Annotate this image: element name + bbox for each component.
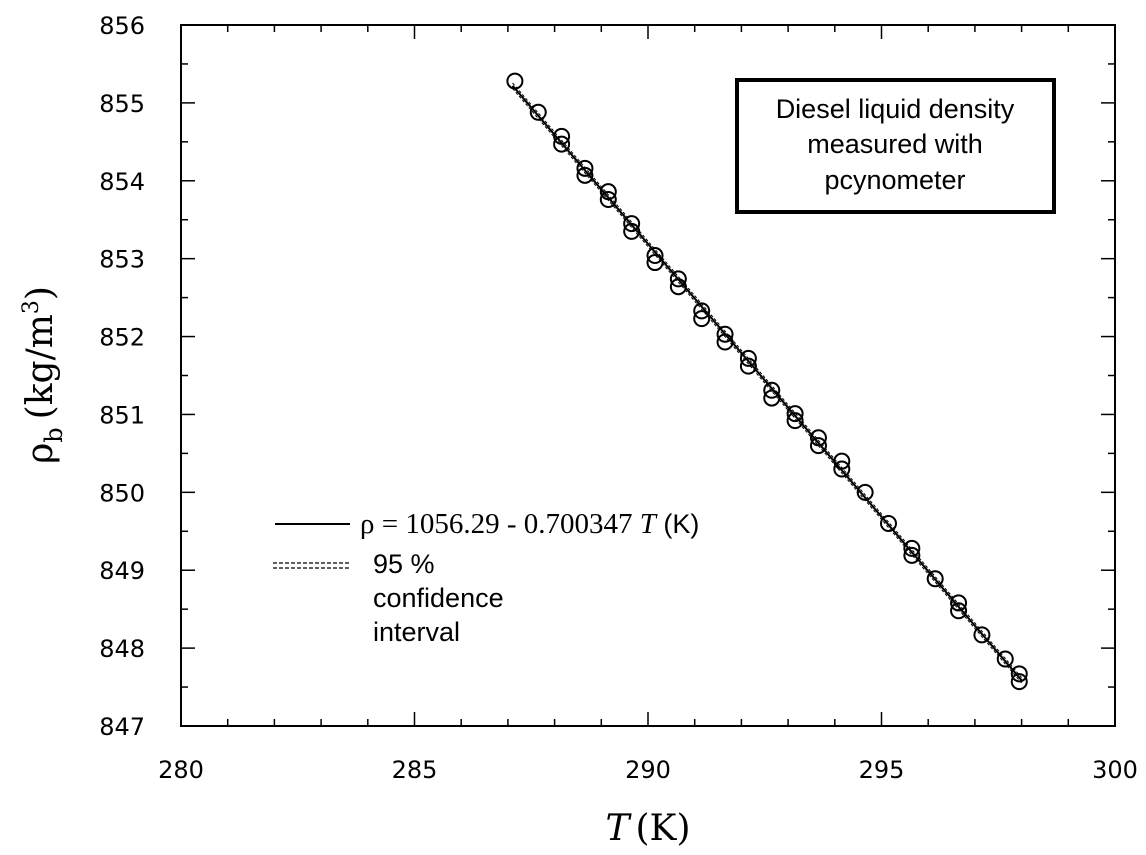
data-point (553, 127, 571, 145)
data-point (809, 437, 827, 455)
y-axis-title-sup: 3 (19, 300, 44, 314)
legend: ρ = 1056.29 - 0.700347 T (K) 95 % confid… (273, 508, 699, 647)
data-point (599, 190, 617, 208)
data-point (599, 183, 617, 201)
data-point (1010, 665, 1028, 683)
legend-fit-var: T (640, 508, 658, 540)
y-axis-title-unit: (kg/m (20, 314, 61, 419)
legend-fit-label: ρ = 1056.29 - 0.700347 T (K) (360, 508, 699, 540)
data-point (880, 514, 898, 532)
data-point (950, 602, 968, 620)
data-point (716, 333, 734, 351)
x-axis-title-unit: (K) (636, 808, 691, 849)
annotation-box: Diesel liquid density measured with pcyn… (735, 78, 1056, 214)
data-point (1010, 673, 1028, 691)
data-point (763, 381, 781, 399)
data-point (786, 405, 804, 423)
y-tick-label: 851 (99, 401, 145, 429)
y-axis-tick-labels: 847 848 849 850 851 852 853 854 855 856 (99, 12, 145, 741)
x-tick-label: 295 (859, 756, 905, 784)
y-tick-label: 854 (99, 168, 145, 196)
y-tick-label: 853 (99, 246, 145, 274)
annotation-line-3: pcynometer (824, 165, 965, 195)
data-point (553, 135, 571, 153)
y-tick-label: 852 (99, 324, 145, 352)
data-point (833, 460, 851, 478)
data-point (669, 278, 687, 296)
data-point (950, 594, 968, 612)
y-tick-label: 855 (99, 90, 145, 118)
y-axis-title: ρb (kg/m3) (19, 286, 68, 464)
x-axis-title: T (K) (606, 808, 691, 849)
confidence-interval-line (512, 82, 1022, 678)
annotation-line-1: Diesel liquid density (776, 94, 1015, 124)
data-point (786, 412, 804, 430)
x-tick-label: 285 (392, 756, 438, 784)
data-point (903, 546, 921, 564)
data-point (973, 626, 991, 644)
data-point (576, 166, 594, 184)
x-tick-label: 300 (1092, 756, 1138, 784)
legend-ci-line-1: 95 % (373, 549, 435, 579)
x-axis-ticks (180, 25, 1116, 726)
data-points (506, 72, 1028, 691)
y-tick-label: 850 (99, 479, 145, 507)
data-point (926, 570, 944, 588)
x-axis-tick-labels: 280 285 290 295 300 (158, 756, 1138, 784)
y-axis-title-sub: b (40, 427, 68, 442)
data-point (809, 429, 827, 447)
data-point (856, 483, 874, 501)
data-point (623, 222, 641, 240)
data-point (623, 215, 641, 233)
data-point (693, 310, 711, 328)
data-point (646, 254, 664, 272)
data-point (529, 103, 547, 121)
legend-fit-prefix: ρ = 1056.29 - 0.700347 (360, 508, 640, 540)
x-tick-label: 290 (625, 756, 671, 784)
y-axis-title-close: ) (20, 286, 61, 300)
y-tick-label: 856 (99, 12, 145, 40)
data-point (739, 349, 757, 367)
data-point (693, 302, 711, 320)
legend-fit-suffix: (K) (656, 509, 700, 539)
data-point (903, 539, 921, 557)
legend-ci-line-2: confidence (373, 583, 504, 613)
fit-line (511, 85, 1023, 681)
y-tick-label: 848 (99, 635, 145, 663)
annotation-box-frame (735, 78, 1056, 214)
data-point (833, 452, 851, 470)
data-point (996, 650, 1014, 668)
data-point (669, 270, 687, 288)
data-point (763, 389, 781, 407)
data-point (576, 159, 594, 177)
y-tick-label: 849 (99, 557, 145, 585)
y-axis-title-var: ρ (20, 443, 61, 464)
y-axis-ticks (181, 24, 1115, 727)
x-tick-label: 280 (158, 756, 204, 784)
data-point (739, 357, 757, 375)
y-tick-label: 847 (99, 713, 145, 741)
data-point (506, 72, 524, 90)
annotation-line-2: measured with (807, 129, 983, 159)
legend-ci-line-3: interval (373, 617, 460, 647)
x-axis-title-var: T (606, 808, 633, 849)
data-point (716, 325, 734, 343)
data-point (646, 247, 664, 265)
